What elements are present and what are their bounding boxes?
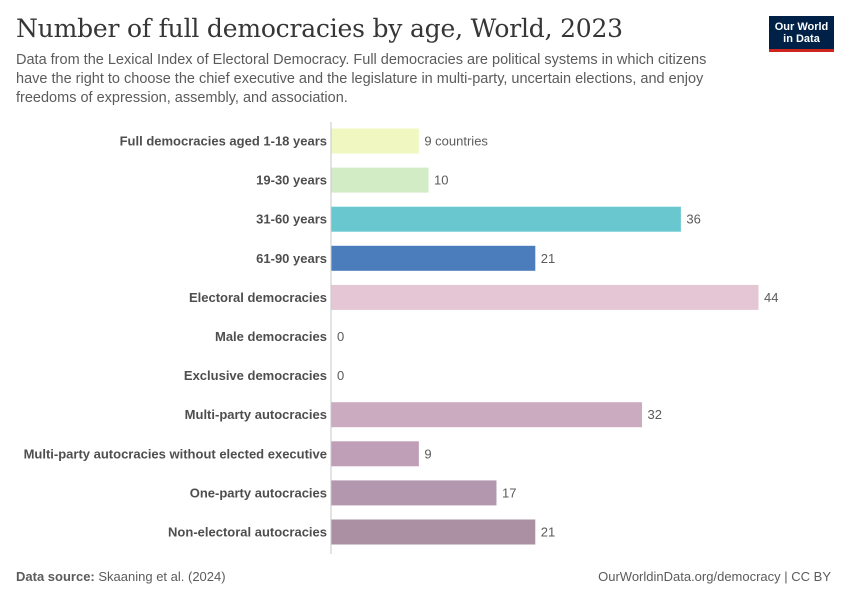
- category-label: Exclusive democracies: [184, 368, 327, 383]
- owid-logo[interactable]: Our World in Data: [769, 16, 834, 52]
- chart-subtitle: Data from the Lexical Index of Electoral…: [16, 52, 707, 106]
- value-label: 21: [541, 525, 555, 540]
- value-label: 10: [434, 173, 448, 188]
- logo-line-1: Our World: [774, 21, 829, 33]
- category-label: 19-30 years: [256, 173, 327, 188]
- category-label: Multi-party autocracies: [185, 407, 327, 422]
- chart-title: Number of full democracies by age, World…: [16, 14, 623, 43]
- category-label: Multi-party autocracies without elected …: [24, 446, 327, 461]
- bar[interactable]: [331, 284, 759, 310]
- category-label: Full democracies aged 1-18 years: [120, 134, 327, 149]
- bar[interactable]: [331, 519, 536, 545]
- value-label: 17: [502, 485, 516, 500]
- value-label: 44: [764, 290, 778, 305]
- category-label: Electoral democracies: [189, 290, 327, 305]
- value-label: 9 countries: [424, 134, 488, 149]
- category-label: 61-90 years: [256, 251, 327, 266]
- bar[interactable]: [331, 245, 536, 271]
- bar[interactable]: [331, 128, 419, 154]
- value-label: 9: [424, 446, 431, 461]
- category-label: Non-electoral autocracies: [168, 525, 327, 540]
- bar[interactable]: [331, 167, 429, 193]
- bar[interactable]: [331, 480, 497, 506]
- value-label: 0: [337, 329, 344, 344]
- bar[interactable]: [331, 206, 681, 232]
- category-label: One-party autocracies: [190, 485, 327, 500]
- logo-line-2: in Data: [783, 33, 820, 45]
- data-source: Data source: Skaaning et al. (2024): [16, 569, 226, 584]
- footer-link[interactable]: OurWorldinData.org/democracy | CC BY: [598, 569, 831, 584]
- value-label: 0: [337, 368, 344, 383]
- value-label: 21: [541, 251, 555, 266]
- value-label: 32: [648, 407, 662, 422]
- bar[interactable]: [331, 402, 643, 428]
- data-source-link[interactable]: Skaaning et al. (2024): [98, 569, 226, 584]
- value-label: 36: [686, 212, 700, 227]
- data-source-label: Data source:: [16, 569, 95, 584]
- bar[interactable]: [331, 441, 419, 467]
- category-label: 31-60 years: [256, 212, 327, 227]
- category-label: Male democracies: [215, 329, 327, 344]
